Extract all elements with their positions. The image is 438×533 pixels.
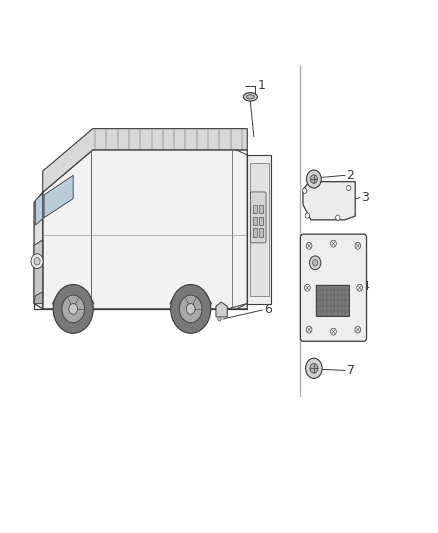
- Circle shape: [53, 285, 93, 333]
- Circle shape: [180, 295, 202, 322]
- Polygon shape: [34, 192, 43, 309]
- Circle shape: [31, 254, 43, 269]
- Polygon shape: [44, 175, 73, 217]
- Circle shape: [357, 284, 362, 291]
- Circle shape: [34, 257, 40, 265]
- Circle shape: [303, 188, 307, 193]
- Polygon shape: [216, 302, 227, 317]
- Text: 6: 6: [264, 303, 272, 317]
- Circle shape: [62, 295, 85, 322]
- Polygon shape: [43, 128, 247, 192]
- Circle shape: [313, 260, 318, 266]
- Text: 7: 7: [346, 364, 354, 377]
- Polygon shape: [250, 163, 269, 296]
- Ellipse shape: [247, 95, 254, 99]
- Circle shape: [306, 326, 312, 333]
- Circle shape: [306, 358, 322, 378]
- Circle shape: [306, 243, 312, 249]
- Polygon shape: [247, 155, 271, 304]
- Circle shape: [346, 185, 351, 191]
- Bar: [253, 216, 257, 225]
- Circle shape: [307, 170, 321, 188]
- Bar: [258, 216, 263, 225]
- Circle shape: [304, 284, 310, 291]
- Polygon shape: [34, 292, 43, 304]
- Circle shape: [331, 240, 336, 247]
- FancyBboxPatch shape: [300, 234, 367, 341]
- Circle shape: [311, 175, 318, 183]
- Circle shape: [355, 243, 360, 249]
- Circle shape: [171, 285, 211, 333]
- Polygon shape: [43, 150, 247, 309]
- FancyBboxPatch shape: [251, 192, 266, 243]
- Bar: [253, 228, 257, 237]
- Circle shape: [310, 364, 318, 373]
- Polygon shape: [303, 182, 355, 220]
- Circle shape: [336, 215, 340, 220]
- Ellipse shape: [244, 93, 257, 101]
- Circle shape: [355, 326, 360, 333]
- Bar: [258, 228, 263, 237]
- Circle shape: [305, 213, 310, 218]
- Bar: [258, 205, 263, 214]
- Circle shape: [331, 328, 336, 335]
- Polygon shape: [35, 193, 43, 225]
- Circle shape: [310, 256, 321, 270]
- Text: 5: 5: [264, 293, 272, 306]
- Circle shape: [69, 304, 78, 314]
- Text: 1: 1: [258, 79, 266, 92]
- Bar: [253, 205, 257, 214]
- Text: 4: 4: [361, 280, 369, 293]
- Text: 3: 3: [361, 191, 369, 204]
- Bar: [316, 285, 349, 316]
- Text: 2: 2: [346, 169, 354, 182]
- Polygon shape: [34, 240, 43, 304]
- Circle shape: [186, 304, 195, 314]
- Circle shape: [218, 317, 221, 321]
